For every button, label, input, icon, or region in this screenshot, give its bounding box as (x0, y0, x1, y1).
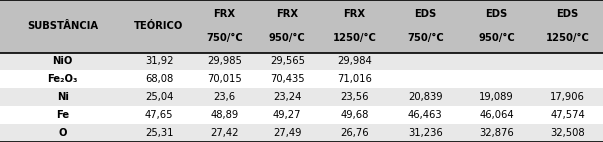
Text: Fe₂O₃: Fe₂O₃ (48, 74, 78, 84)
Text: 49,27: 49,27 (273, 110, 302, 120)
Text: 29,985: 29,985 (207, 57, 242, 66)
Text: NiO: NiO (52, 57, 73, 66)
Text: 27,42: 27,42 (210, 128, 239, 138)
Text: FRX: FRX (213, 9, 235, 19)
Text: 27,49: 27,49 (273, 128, 302, 138)
Text: 32,508: 32,508 (550, 128, 585, 138)
Text: 23,24: 23,24 (273, 92, 302, 102)
Text: FRX: FRX (343, 9, 365, 19)
Text: 20,839: 20,839 (408, 92, 443, 102)
Text: 46,064: 46,064 (479, 110, 514, 120)
Text: 32,876: 32,876 (479, 128, 514, 138)
Bar (0, 70, 603, 88)
Bar (0, 88, 603, 106)
Bar (0, 53, 603, 70)
Bar (0, 106, 603, 124)
Text: EDS: EDS (414, 9, 437, 19)
Text: 70,435: 70,435 (270, 74, 305, 84)
Text: EDS: EDS (557, 9, 579, 19)
Text: 48,89: 48,89 (210, 110, 238, 120)
Bar (0, 0, 603, 53)
Text: 29,984: 29,984 (337, 57, 371, 66)
Text: 46,463: 46,463 (408, 110, 443, 120)
Text: 26,76: 26,76 (340, 128, 368, 138)
Text: 31,236: 31,236 (408, 128, 443, 138)
Text: TEÓRICO: TEÓRICO (134, 21, 184, 31)
Text: 750/°C: 750/°C (206, 33, 243, 43)
Text: 47,574: 47,574 (550, 110, 585, 120)
Text: SUBSTÂNCIA: SUBSTÂNCIA (27, 21, 98, 31)
Text: 29,565: 29,565 (270, 57, 305, 66)
Text: 25,31: 25,31 (145, 128, 173, 138)
Text: 47,65: 47,65 (145, 110, 173, 120)
Text: 71,016: 71,016 (337, 74, 371, 84)
Text: 23,56: 23,56 (340, 92, 368, 102)
Text: 750/°C: 750/°C (407, 33, 444, 43)
Text: 70,015: 70,015 (207, 74, 242, 84)
Text: Fe: Fe (56, 110, 69, 120)
Bar (0, 124, 603, 142)
Text: 17,906: 17,906 (550, 92, 585, 102)
Text: 950/°C: 950/°C (478, 33, 515, 43)
Text: 950/°C: 950/°C (269, 33, 306, 43)
Text: 49,68: 49,68 (340, 110, 368, 120)
Text: 25,04: 25,04 (145, 92, 173, 102)
Text: Ni: Ni (57, 92, 69, 102)
Text: 31,92: 31,92 (145, 57, 173, 66)
Text: O: O (58, 128, 67, 138)
Text: 23,6: 23,6 (213, 92, 235, 102)
Text: EDS: EDS (485, 9, 508, 19)
Text: 1250/°C: 1250/°C (332, 33, 376, 43)
Text: FRX: FRX (276, 9, 298, 19)
Text: 19,089: 19,089 (479, 92, 514, 102)
Text: 1250/°C: 1250/°C (546, 33, 589, 43)
Text: 68,08: 68,08 (145, 74, 173, 84)
